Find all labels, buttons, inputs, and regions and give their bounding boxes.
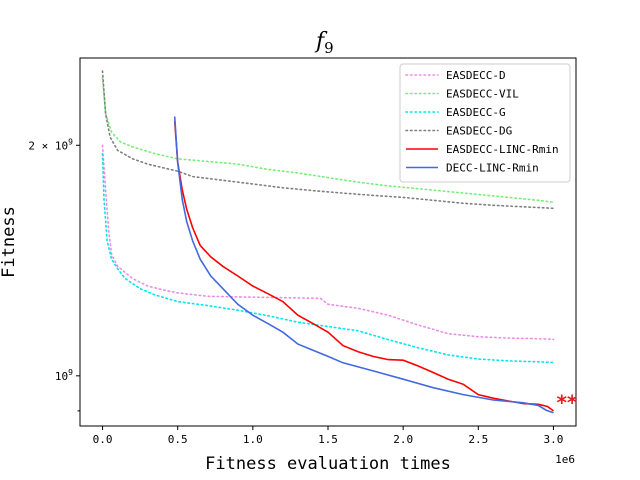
legend-box [399,63,571,183]
legend-label: EASDECC-G [446,106,506,119]
legend: EASDECC-D EASDECC-VIL EASDECC-G EASDECC-DG E… [399,63,571,183]
legend-label: EASDECC-VIL [446,88,519,101]
significance-annotation: ** [556,391,577,415]
y-tick-label: 2 × 109 [28,137,73,152]
series-line-6 [173,116,554,414]
series-layer [101,70,555,414]
x-offset-label: 1e6 [555,453,575,466]
x-tick-label: 0.0 [93,433,113,446]
x-tick-label: 0.5 [168,433,188,446]
y-tick-label: 109 [55,368,73,383]
legend-label: EASDECC-D [446,69,506,82]
x-axis-label: Fitness evaluation times [205,454,451,474]
x-tick-label: 3.0 [544,433,564,446]
series-line-5 [173,121,554,412]
series-line-3 [101,152,555,364]
x-tick-label: 2.5 [468,433,488,446]
series-line-4 [101,70,555,210]
legend-label: DECC-LINC-Rmin [446,162,539,175]
ticks-layer: 0.0 0.5 1.0 1.5 2.0 2.5 3.0 109 2 × 109 [28,137,563,446]
legend-label: EASDECC-LINC-Rmin [446,143,559,156]
x-tick-label: 1.0 [243,433,263,446]
y-axis-label: Fitness [0,206,19,278]
legend-label: EASDECC-DG [446,125,512,138]
chart-title: f9 [314,29,334,57]
series-line-1 [101,144,555,341]
x-tick-label: 1.5 [318,433,338,446]
series-line-2 [101,77,555,204]
x-tick-label: 2.0 [393,433,413,446]
